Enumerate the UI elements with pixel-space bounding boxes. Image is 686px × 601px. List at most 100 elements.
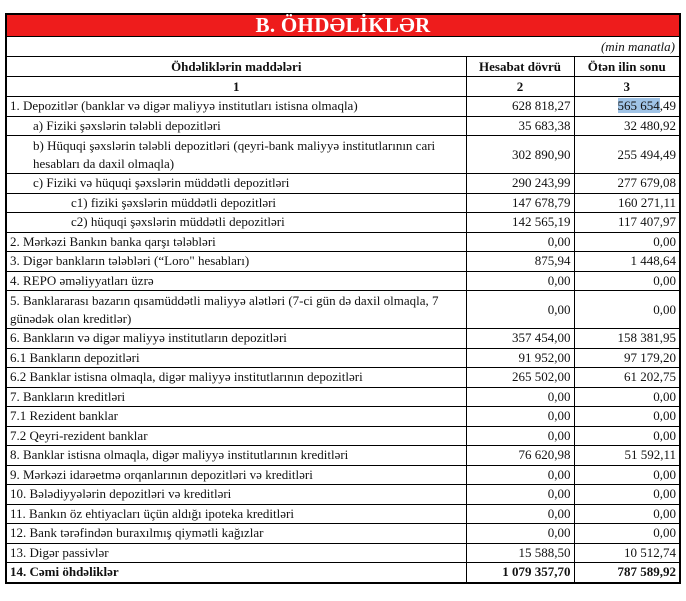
current-period-value: 15 588,50 <box>465 542 575 563</box>
table-row: 2. Mərkəzi Bankın banka qarşı tələbləri 0… <box>7 231 679 252</box>
previous-year-value: 0,00 <box>573 290 679 329</box>
column-number-3: 3 <box>573 76 679 97</box>
previous-year-value: 565 654,49 <box>573 96 679 117</box>
current-period-value: 0,00 <box>465 523 575 544</box>
table-row: 12. Bank tərəfindən buraxılmış qiymətli … <box>7 523 679 544</box>
current-period-value: 0,00 <box>465 270 575 291</box>
row-label: c2) hüquqi şəxslərin müddətli depozitlər… <box>7 212 467 233</box>
current-period-value: 302 890,90 <box>465 135 575 174</box>
row-label: 1. Depozitlər (banklar və digər maliyyə … <box>7 96 467 117</box>
previous-year-value: 0,00 <box>573 270 679 291</box>
row-label: 10. Bələdiyyələrin depozitləri və kredit… <box>7 484 467 505</box>
table-row: 9. Mərkəzi idarəetmə orqanlarının depozi… <box>7 464 679 485</box>
current-period-value: 0,00 <box>465 484 575 505</box>
column-number-1: 1 <box>7 76 467 97</box>
row-label: 11. Bankın öz ehtiyacları üçün aldığı ip… <box>7 503 467 524</box>
table-row: c) Fiziki və hüquqi şəxslərin müddətli d… <box>7 173 679 194</box>
current-period-value: 1 079 357,70 <box>465 562 575 582</box>
table-row: 13. Digər passivlər 15 588,50 10 512,74 <box>7 542 679 563</box>
current-period-value: 0,00 <box>465 386 575 407</box>
table-row: 7.2 Qeyri-rezident banklar 0,00 0,00 <box>7 425 679 446</box>
table-row: b) Hüquqi şəxslərin tələbli depozitləri … <box>7 135 679 174</box>
row-label: c1) fiziki şəxslərin müddətli depozitlər… <box>7 192 467 213</box>
current-period-value: 265 502,00 <box>465 367 575 388</box>
table-row: 6.2 Banklar istisna olmaqla, digər maliy… <box>7 367 679 388</box>
previous-year-value: 32 480,92 <box>573 115 679 136</box>
row-label: c) Fiziki və hüquqi şəxslərin müddətli d… <box>7 173 467 194</box>
previous-year-value: 787 589,92 <box>573 562 679 582</box>
table-row: 8. Banklar istisna olmaqla, digər maliyy… <box>7 445 679 466</box>
previous-year-value: 0,00 <box>573 406 679 427</box>
previous-year-value: 1 448,64 <box>573 251 679 272</box>
row-label: 9. Mərkəzi idarəetmə orqanlarının depozi… <box>7 464 467 485</box>
row-label: 7.2 Qeyri-rezident banklar <box>7 425 467 446</box>
value-remainder: ,49 <box>659 98 676 114</box>
current-period-value: 0,00 <box>465 503 575 524</box>
current-period-value: 91 952,00 <box>465 347 575 368</box>
previous-year-value: 255 494,49 <box>573 135 679 174</box>
table-row: 10. Bələdiyyələrin depozitləri və kredit… <box>7 484 679 505</box>
table-row: 3. Digər bankların tələbləri (“Loro" hes… <box>7 251 679 272</box>
row-label: 6.1 Bankların depozitləri <box>7 347 467 368</box>
current-period-value: 0,00 <box>465 290 575 329</box>
table-row: 4. REPO əməliyyatları üzrə 0,00 0,00 <box>7 270 679 291</box>
table-row: 5. Banklararası bazarın qısamüddətli mal… <box>7 290 679 329</box>
current-period-value: 35 683,38 <box>465 115 575 136</box>
column-number-2: 2 <box>465 76 575 97</box>
previous-year-value: 61 202,75 <box>573 367 679 388</box>
row-label: a) Fiziki şəxslərin tələbli depozitləri <box>7 115 467 136</box>
previous-year-value: 277 679,08 <box>573 173 679 194</box>
current-period-value: 76 620,98 <box>465 445 575 466</box>
table-row: 1. Depozitlər (banklar və digər maliyyə … <box>7 96 679 117</box>
row-label: 12. Bank tərəfindən buraxılmış qiymətli … <box>7 523 467 544</box>
current-period-value: 147 678,79 <box>465 192 575 213</box>
previous-year-value: 51 592,11 <box>573 445 679 466</box>
section-title: B. ÖHDƏLİKLƏR <box>7 15 679 37</box>
row-label: 7.1 Rezident banklar <box>7 406 467 427</box>
header-row: Öhdəliklərin maddələri Hesabat dövrü Ötə… <box>7 57 679 77</box>
current-period-value: 290 243,99 <box>465 173 575 194</box>
current-period-value: 0,00 <box>465 464 575 485</box>
row-label: 3. Digər bankların tələbləri (“Loro" hes… <box>7 251 467 272</box>
table-row: c2) hüquqi şəxslərin müddətli depozitlər… <box>7 212 679 233</box>
previous-year-value: 0,00 <box>573 484 679 505</box>
unit-note: (min manatla) <box>7 37 679 57</box>
previous-year-value: 0,00 <box>573 503 679 524</box>
current-period-value: 875,94 <box>465 251 575 272</box>
column-header-previous: Ötən ilin sonu <box>573 57 679 77</box>
table-row: 11. Bankın öz ehtiyacları üçün aldığı ip… <box>7 503 679 524</box>
table-row: a) Fiziki şəxslərin tələbli depozitləri 3… <box>7 115 679 136</box>
row-label: 2. Mərkəzi Bankın banka qarşı tələbləri <box>7 231 467 252</box>
row-label: 5. Banklararası bazarın qısamüddətli mal… <box>7 290 467 329</box>
liabilities-table: Öhdəliklərin maddələri Hesabat dövrü Ötə… <box>7 57 679 582</box>
row-label: 14. Cəmi öhdəliklər <box>7 562 467 582</box>
column-number-row: 1 2 3 <box>7 76 679 97</box>
previous-year-value: 97 179,20 <box>573 347 679 368</box>
current-period-value: 0,00 <box>465 406 575 427</box>
previous-year-value: 0,00 <box>573 386 679 407</box>
current-period-value: 142 565,19 <box>465 212 575 233</box>
row-label: 6.2 Banklar istisna olmaqla, digər maliy… <box>7 367 467 388</box>
previous-year-value: 158 381,95 <box>573 328 679 349</box>
liabilities-sheet: B. ÖHDƏLİKLƏR (min manatla) Öhdəliklərin… <box>5 13 681 584</box>
previous-year-value: 10 512,74 <box>573 542 679 563</box>
column-header-current: Hesabat dövrü <box>465 57 575 77</box>
current-period-value: 0,00 <box>465 231 575 252</box>
previous-year-value: 0,00 <box>573 464 679 485</box>
previous-year-value: 160 271,11 <box>573 192 679 213</box>
text-selection[interactable]: 565 654 <box>617 98 660 114</box>
row-label: 6. Bankların və digər maliyyə institutla… <box>7 328 467 349</box>
table-row: 7. Bankların kreditləri 0,00 0,00 <box>7 386 679 407</box>
current-period-value: 0,00 <box>465 425 575 446</box>
table-row: 7.1 Rezident banklar 0,00 0,00 <box>7 406 679 427</box>
table-row: 6. Bankların və digər maliyyə institutla… <box>7 328 679 349</box>
row-label: b) Hüquqi şəxslərin tələbli depozitləri … <box>7 135 467 174</box>
table-row: c1) fiziki şəxslərin müddətli depozitlər… <box>7 192 679 213</box>
previous-year-value: 117 407,97 <box>573 212 679 233</box>
row-label: 13. Digər passivlər <box>7 542 467 563</box>
column-header-items: Öhdəliklərin maddələri <box>7 57 467 77</box>
row-label: 4. REPO əməliyyatları üzrə <box>7 270 467 291</box>
row-label: 8. Banklar istisna olmaqla, digər maliyy… <box>7 445 467 466</box>
previous-year-value: 0,00 <box>573 231 679 252</box>
table-row: 14. Cəmi öhdəliklər 1 079 357,70 787 589,9… <box>7 562 679 582</box>
